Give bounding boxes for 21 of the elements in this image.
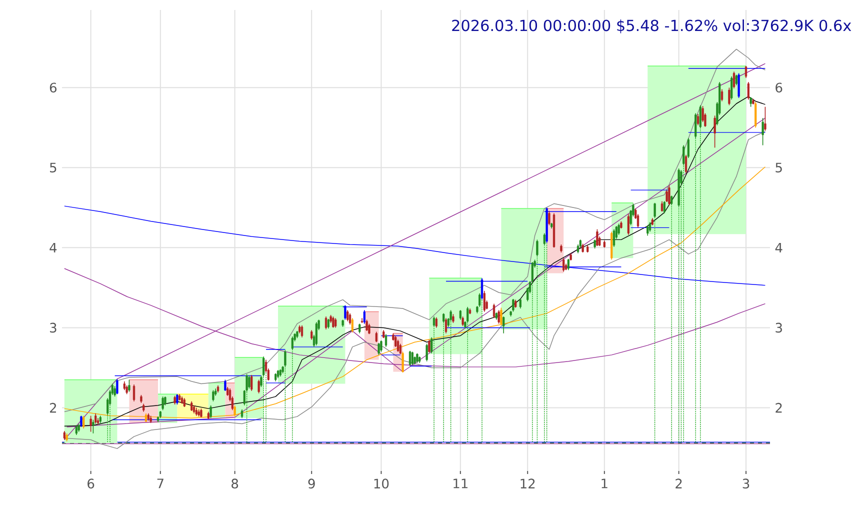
x-tick-label: 8	[232, 478, 238, 489]
text: 2026.03.10 00:00:00 $5.48 -1.62% vol:3762.9K 0.6x	[452, 19, 852, 34]
y-tick-label: 6	[50, 82, 56, 93]
x-tick-label: 9	[308, 478, 315, 489]
y-tick-label: 3	[50, 322, 56, 333]
x-tick-label: 1	[602, 478, 608, 488]
y2-tick-label: 6	[776, 82, 782, 93]
x-tick-label: 10	[374, 478, 389, 489]
x-tick-label: 6	[88, 478, 94, 489]
x-tick-label: 11	[454, 478, 468, 488]
y-tick-label: 2	[50, 402, 56, 413]
x-tick-label: 3	[742, 478, 750, 489]
y2-tick-label: 5	[776, 162, 782, 172]
x-tick-label: 2	[676, 478, 682, 488]
x-tick-label: 7	[157, 478, 164, 488]
y-tick-label: 4	[50, 242, 57, 252]
y2-tick-label: 4	[775, 242, 782, 252]
y-tick-label: 5	[50, 162, 56, 172]
y2-tick-label: 2	[776, 402, 782, 413]
x-tick-label: 12	[520, 478, 535, 488]
y2-tick-label: 3	[776, 322, 782, 333]
